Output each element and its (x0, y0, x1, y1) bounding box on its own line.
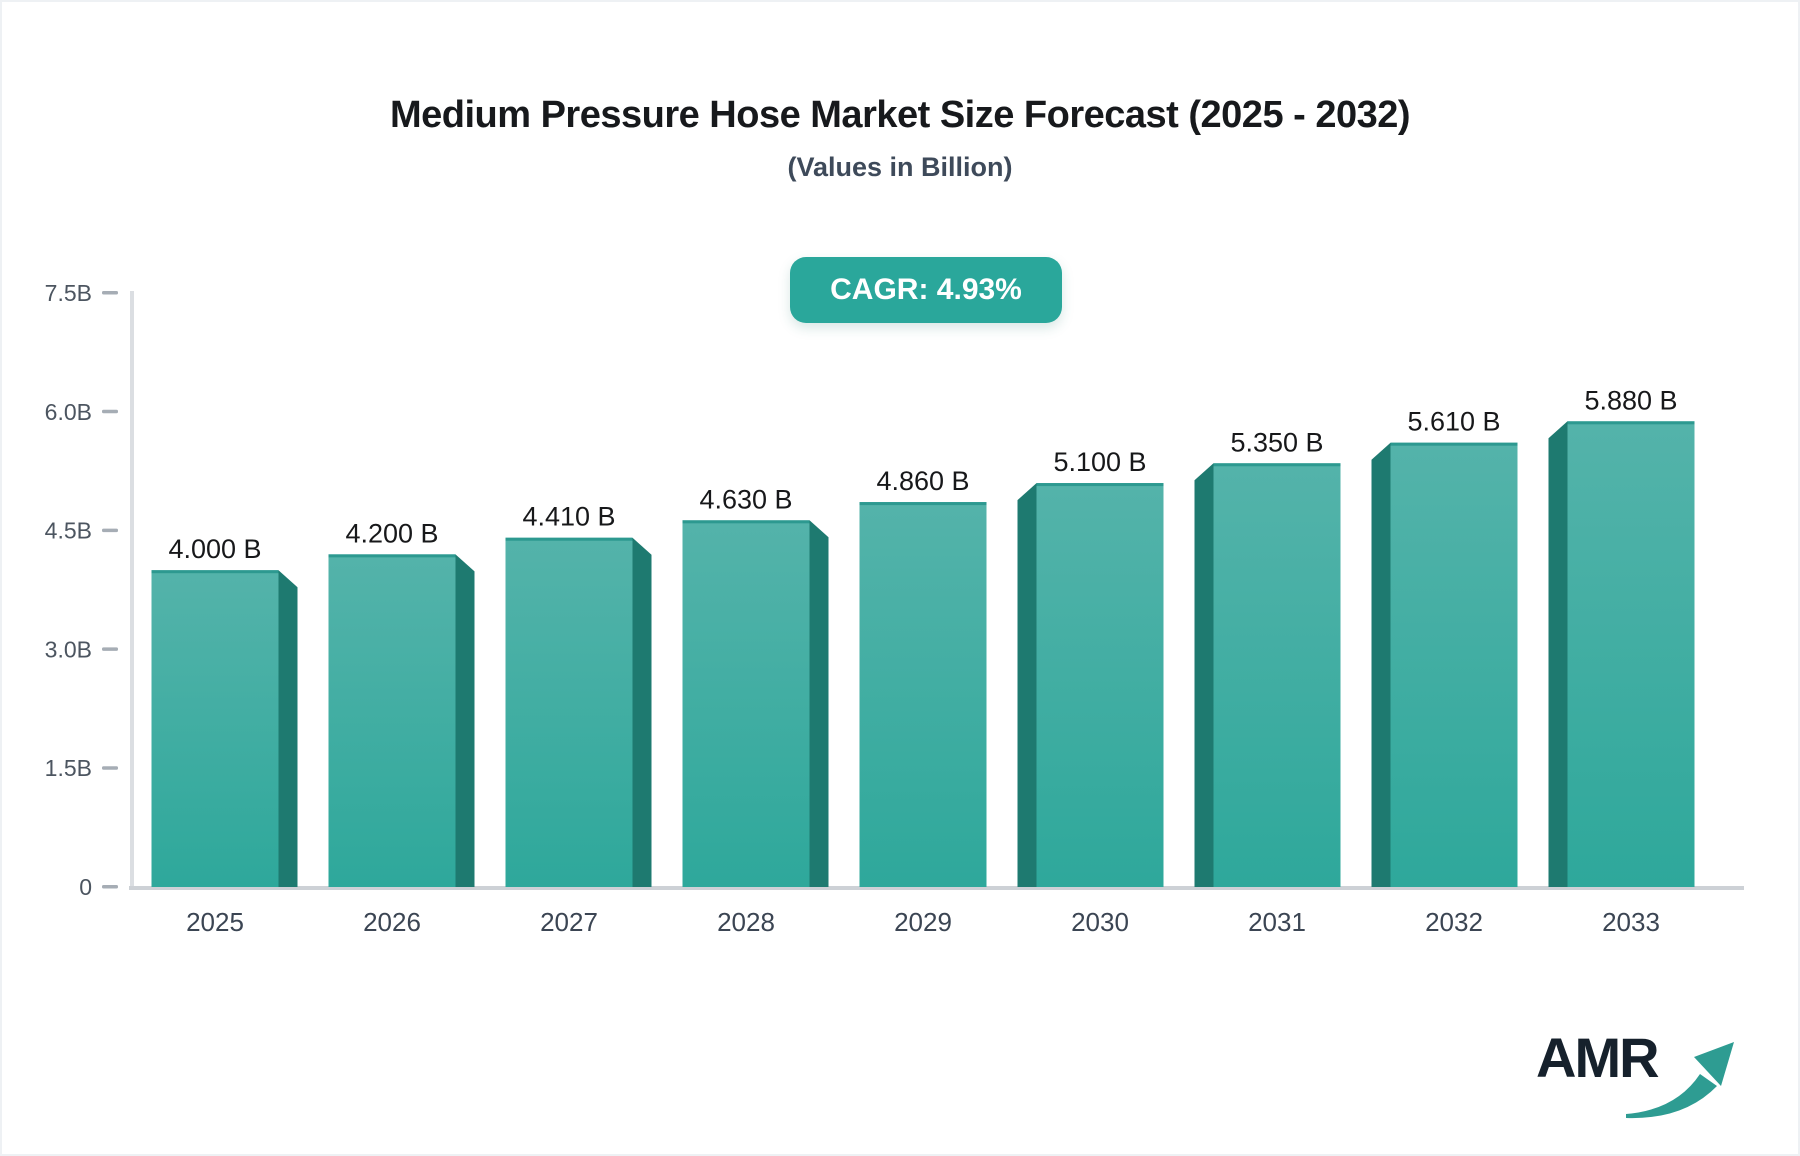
y-axis-line (130, 291, 134, 887)
bar-top-edge (151, 570, 279, 574)
bar-value-label: 4.410 B (522, 502, 615, 532)
y-tick-mark (102, 885, 118, 889)
bar-top-edge (505, 537, 633, 541)
x-axis-label: 2028 (717, 907, 775, 937)
bar-front-face (151, 570, 279, 887)
x-axis-label: 2026 (363, 907, 421, 937)
bar-2025: 4.000 B 2025 (151, 534, 298, 937)
bar-2030: 5.100 B 2030 (1017, 447, 1164, 937)
y-axis-tick-label: 0 (79, 874, 92, 900)
bar-2031: 5.350 B 2031 (1194, 427, 1341, 937)
x-axis-label: 2027 (540, 907, 598, 937)
bar-top-edge (1213, 463, 1341, 467)
amr-logo: AMR (1536, 1030, 1786, 1140)
y-axis-tick-label: 4.5B (45, 518, 92, 544)
bar-side-face (455, 554, 475, 887)
x-axis-label: 2030 (1071, 907, 1129, 937)
bar-2032: 5.610 B 2032 (1371, 407, 1518, 937)
bar-top-edge (1567, 421, 1695, 425)
growth-arrow-icon (1626, 1042, 1734, 1119)
bar-front-face (1567, 421, 1695, 887)
x-axis-label: 2031 (1248, 907, 1306, 937)
bar-top-edge (859, 502, 987, 506)
bar-value-label: 4.630 B (699, 484, 792, 514)
y-tick-mark (102, 766, 118, 770)
y-tick-mark (102, 647, 118, 651)
bar-2028: 4.630 B 2028 (682, 484, 829, 937)
bar-value-label: 5.350 B (1230, 427, 1323, 457)
bar-front-face (505, 537, 633, 887)
x-axis-line (129, 886, 1744, 890)
y-axis-tick-label: 6.0B (45, 399, 92, 425)
bar-top-edge (1036, 483, 1164, 487)
bar-top-edge (1390, 442, 1518, 446)
arrow-swoosh (1626, 1074, 1717, 1119)
bar-front-face (859, 502, 987, 887)
bar-2026: 4.200 B 2026 (328, 518, 475, 937)
bar-front-face (1213, 463, 1341, 887)
bar-value-label: 5.100 B (1053, 447, 1146, 477)
bar-2027: 4.410 B 2027 (505, 502, 652, 937)
bar-front-face (328, 554, 456, 887)
x-axis-label: 2025 (186, 907, 244, 937)
x-axis-label: 2032 (1425, 907, 1483, 937)
bar-value-label: 5.610 B (1407, 407, 1500, 437)
bar-side-face (632, 537, 652, 887)
bar-side-face (278, 570, 298, 887)
chart-subtitle: (Values in Billion) (787, 152, 1013, 182)
y-axis-tick-label: 3.0B (45, 636, 92, 662)
bar-top-edge (328, 554, 456, 558)
bar-side-face (1017, 483, 1037, 887)
y-axis-tick-label: 7.5B (45, 280, 92, 306)
bar-front-face (1390, 442, 1518, 887)
bar-side-face (809, 520, 829, 887)
page-title: Medium Pressure Hose Market Size Forecas… (389, 94, 1411, 136)
bar-value-label: 4.860 B (876, 466, 969, 496)
amr-logo-text: AMR (1536, 1026, 1660, 1089)
bar-front-face (1036, 483, 1164, 887)
bar-value-label: 4.200 B (345, 518, 438, 548)
bar-side-face (1371, 442, 1391, 887)
arrow-head (1694, 1042, 1734, 1086)
bar-front-face (682, 520, 810, 887)
cagr-badge: CAGR: 4.93% (790, 257, 1062, 323)
bar-side-face (1548, 421, 1568, 887)
y-axis-tick-label: 1.5B (45, 755, 92, 781)
y-tick-mark (102, 528, 118, 533)
x-axis-label: 2029 (894, 907, 952, 937)
y-tick-mark (102, 409, 118, 414)
bar-value-label: 5.880 B (1584, 385, 1677, 415)
x-axis-label: 2033 (1602, 907, 1660, 937)
y-tick-mark (102, 291, 118, 295)
bar-side-face (1194, 463, 1214, 887)
bar-2029: 4.860 B 2029 (859, 466, 987, 937)
bar-top-edge (682, 520, 810, 524)
bar-value-label: 4.000 B (168, 534, 261, 564)
bar-2033: 5.880 B 2033 (1548, 385, 1695, 937)
